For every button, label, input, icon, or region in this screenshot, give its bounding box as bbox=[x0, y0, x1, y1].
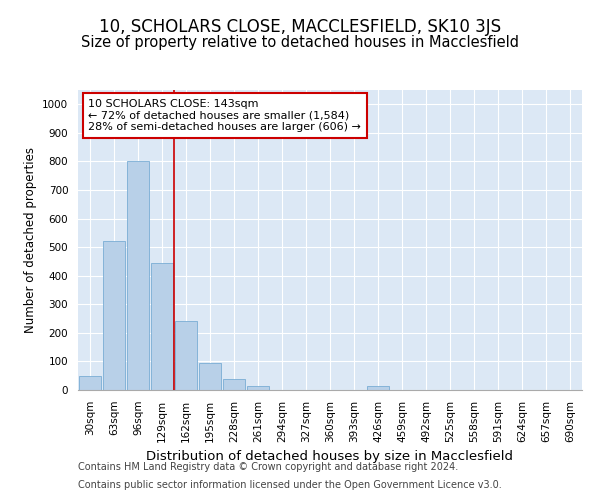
Bar bbox=[199, 363, 221, 390]
Bar bbox=[223, 378, 245, 390]
Text: 10, SCHOLARS CLOSE, MACCLESFIELD, SK10 3JS: 10, SCHOLARS CLOSE, MACCLESFIELD, SK10 3… bbox=[99, 18, 501, 36]
Bar bbox=[103, 242, 125, 390]
Text: Size of property relative to detached houses in Macclesfield: Size of property relative to detached ho… bbox=[81, 35, 519, 50]
Bar bbox=[247, 386, 269, 390]
Text: Contains HM Land Registry data © Crown copyright and database right 2024.: Contains HM Land Registry data © Crown c… bbox=[78, 462, 458, 472]
Text: 10 SCHOLARS CLOSE: 143sqm
← 72% of detached houses are smaller (1,584)
28% of se: 10 SCHOLARS CLOSE: 143sqm ← 72% of detac… bbox=[88, 99, 361, 132]
Text: Contains public sector information licensed under the Open Government Licence v3: Contains public sector information licen… bbox=[78, 480, 502, 490]
Y-axis label: Number of detached properties: Number of detached properties bbox=[23, 147, 37, 333]
Bar bbox=[151, 263, 173, 390]
X-axis label: Distribution of detached houses by size in Macclesfield: Distribution of detached houses by size … bbox=[146, 450, 514, 463]
Bar bbox=[175, 322, 197, 390]
Bar bbox=[127, 162, 149, 390]
Bar bbox=[79, 376, 101, 390]
Bar bbox=[367, 386, 389, 390]
